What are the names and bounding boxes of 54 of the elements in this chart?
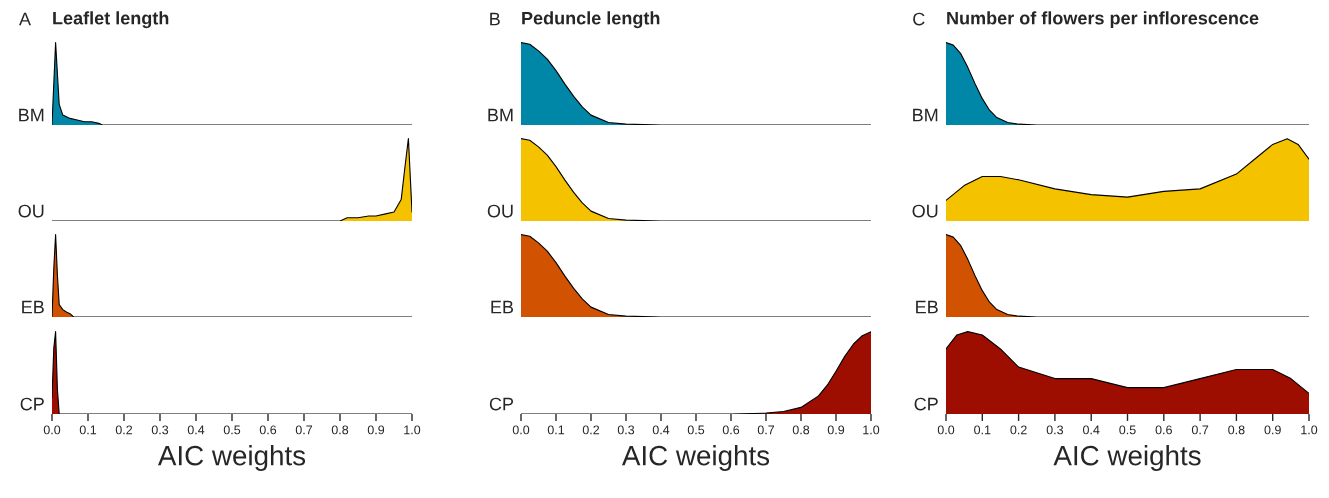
- x-tick-label: 0.2: [582, 425, 600, 435]
- chart-title: Peduncle length: [522, 11, 660, 29]
- x-tick-label: 0.4: [187, 425, 205, 435]
- series-label: CP: [914, 397, 938, 411]
- x-tick-label: 0.1: [79, 425, 97, 435]
- x-tick-label: 0.9: [827, 425, 845, 435]
- text: B: [490, 12, 500, 26]
- x-tick-label: 1.0: [1301, 425, 1318, 435]
- x-tick-label: 0.6: [722, 425, 740, 435]
- chart-title: Leaflet length: [53, 11, 169, 29]
- x-tick-label: 0.2: [115, 425, 133, 435]
- x-tick-label: 0.6: [1155, 425, 1172, 435]
- x-tick-label: 0.5: [223, 425, 241, 435]
- series-label: OU: [487, 204, 513, 218]
- x-tick-label: 0.1: [547, 425, 565, 435]
- series-label: EB: [916, 300, 938, 314]
- chart-title: Number of flowers per inflorescence: [947, 11, 1259, 29]
- x-tick-label: 0.6: [259, 425, 277, 435]
- x-axis-title: AIC weights: [157, 445, 306, 471]
- x-tick-label: 0.3: [151, 425, 169, 435]
- series-label: BM: [19, 108, 44, 122]
- x-tick-label: 0.7: [1191, 425, 1209, 435]
- text: A: [19, 12, 31, 26]
- series-label: BM: [488, 108, 513, 122]
- x-tick-label: 0.0: [512, 425, 530, 435]
- x-tick-label: 0.4: [1083, 425, 1100, 435]
- x-tick-label: 0.8: [331, 425, 349, 435]
- series-label: EB: [491, 300, 514, 314]
- x-tick-label: 0.3: [1046, 425, 1064, 435]
- x-tick-label: 0.0: [937, 425, 955, 435]
- series-label: BM: [913, 108, 938, 122]
- x-axis-title: AIC weights: [1053, 445, 1201, 471]
- x-tick-label: 0.1: [974, 425, 991, 435]
- x-tick-label: 0.4: [652, 425, 670, 435]
- x-tick-label: 0.8: [792, 425, 810, 435]
- x-tick-label: 1.0: [404, 425, 421, 435]
- x-tick-label: 0.5: [1119, 425, 1136, 435]
- series-label: OU: [912, 204, 938, 218]
- series-label: CP: [489, 397, 514, 411]
- x-tick-label: 0.9: [367, 425, 385, 435]
- series-label: OU: [18, 204, 44, 218]
- x-tick-label: 0.9: [1264, 425, 1281, 435]
- x-tick-label: 0.0: [43, 425, 61, 435]
- x-tick-label: 0.5: [687, 425, 705, 435]
- x-tick-label: 0.7: [295, 425, 313, 435]
- series-label: CP: [20, 397, 44, 411]
- x-axis-title: AIC weights: [621, 445, 770, 471]
- x-tick-label: 0.2: [1010, 425, 1027, 435]
- series-label: EB: [22, 300, 44, 314]
- text: C: [913, 12, 925, 26]
- x-tick-label: 0.7: [757, 425, 775, 435]
- x-tick-label: 0.3: [617, 425, 635, 435]
- x-tick-label: 1.0: [863, 425, 880, 435]
- x-tick-label: 0.8: [1228, 425, 1245, 435]
